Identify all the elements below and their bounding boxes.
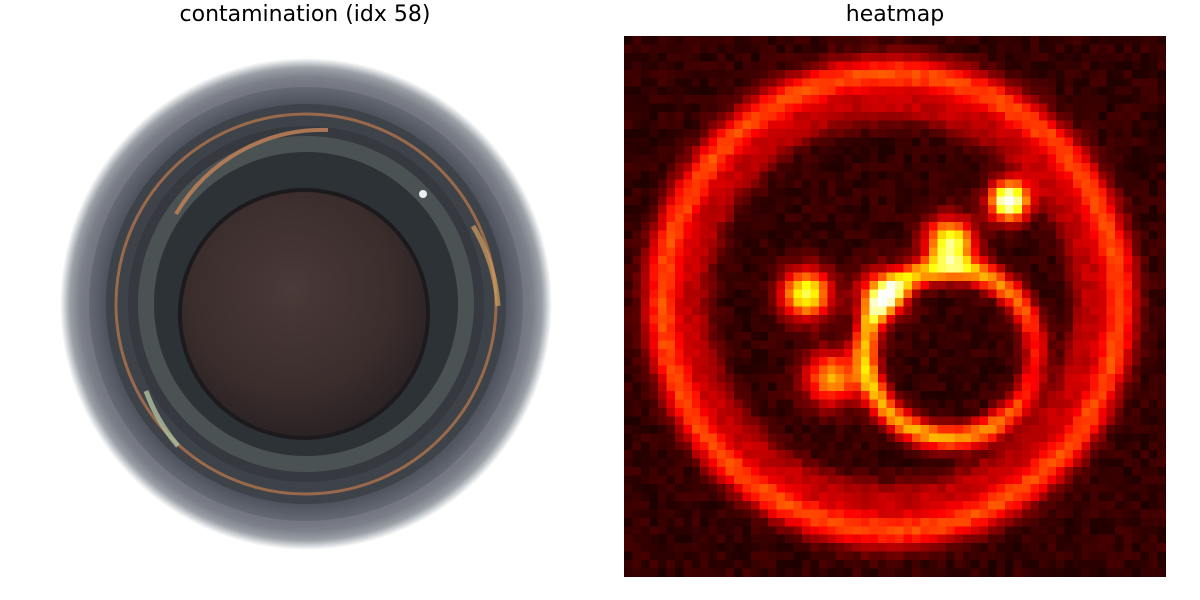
right-panel-title: heatmap <box>624 2 1166 27</box>
left-panel-title: contamination (idx 58) <box>20 2 590 27</box>
bottle-top-photo <box>28 36 584 592</box>
heatmap-image <box>624 36 1166 577</box>
